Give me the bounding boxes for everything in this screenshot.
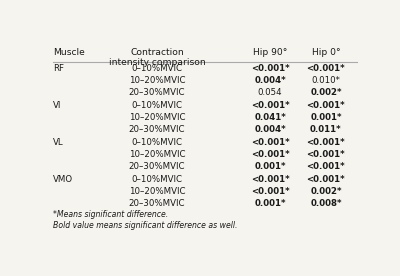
Text: <0.001*: <0.001* [306, 64, 345, 73]
Text: <0.001*: <0.001* [251, 187, 290, 196]
Text: 0.004*: 0.004* [254, 76, 286, 85]
Text: <0.001*: <0.001* [251, 64, 290, 73]
Text: Muscle: Muscle [53, 48, 85, 57]
Text: Hip 90°: Hip 90° [253, 48, 287, 57]
Text: 0.010*: 0.010* [312, 76, 340, 85]
Text: VMO: VMO [53, 175, 73, 184]
Text: 0–10%MVIC: 0–10%MVIC [132, 101, 182, 110]
Text: 10–20%MVIC: 10–20%MVIC [129, 113, 185, 122]
Text: 0.002*: 0.002* [310, 88, 342, 97]
Text: 10–20%MVIC: 10–20%MVIC [129, 187, 185, 196]
Text: VI: VI [53, 101, 62, 110]
Text: <0.001*: <0.001* [306, 162, 345, 171]
Text: 10–20%MVIC: 10–20%MVIC [129, 150, 185, 159]
Text: <0.001*: <0.001* [306, 150, 345, 159]
Text: 0–10%MVIC: 0–10%MVIC [132, 138, 182, 147]
Text: 0.011*: 0.011* [310, 125, 342, 134]
Text: <0.001*: <0.001* [251, 175, 290, 184]
Text: 20–30%MVIC: 20–30%MVIC [129, 199, 185, 208]
Text: RF: RF [53, 64, 64, 73]
Text: 20–30%MVIC: 20–30%MVIC [129, 162, 185, 171]
Text: 10–20%MVIC: 10–20%MVIC [129, 76, 185, 85]
Text: <0.001*: <0.001* [306, 175, 345, 184]
Text: 0–10%MVIC: 0–10%MVIC [132, 175, 182, 184]
Text: 0.001*: 0.001* [310, 113, 342, 122]
Text: 0.054: 0.054 [258, 88, 282, 97]
Text: Bold value means significant difference as well.: Bold value means significant difference … [53, 221, 238, 230]
Text: 0.001*: 0.001* [254, 162, 286, 171]
Text: VL: VL [53, 138, 64, 147]
Text: 20–30%MVIC: 20–30%MVIC [129, 88, 185, 97]
Text: 0–10%MVIC: 0–10%MVIC [132, 64, 182, 73]
Text: 20–30%MVIC: 20–30%MVIC [129, 125, 185, 134]
Text: Contraction
intensity comparison: Contraction intensity comparison [108, 48, 205, 67]
Text: <0.001*: <0.001* [306, 101, 345, 110]
Text: <0.001*: <0.001* [251, 150, 290, 159]
Text: *Means significant difference.: *Means significant difference. [53, 210, 168, 219]
Text: 0.002*: 0.002* [310, 187, 342, 196]
Text: <0.001*: <0.001* [251, 101, 290, 110]
Text: <0.001*: <0.001* [251, 138, 290, 147]
Text: <0.001*: <0.001* [306, 138, 345, 147]
Text: 0.001*: 0.001* [254, 199, 286, 208]
Text: 0.041*: 0.041* [254, 113, 286, 122]
Text: Hip 0°: Hip 0° [312, 48, 340, 57]
Text: 0.008*: 0.008* [310, 199, 342, 208]
Text: 0.004*: 0.004* [254, 125, 286, 134]
